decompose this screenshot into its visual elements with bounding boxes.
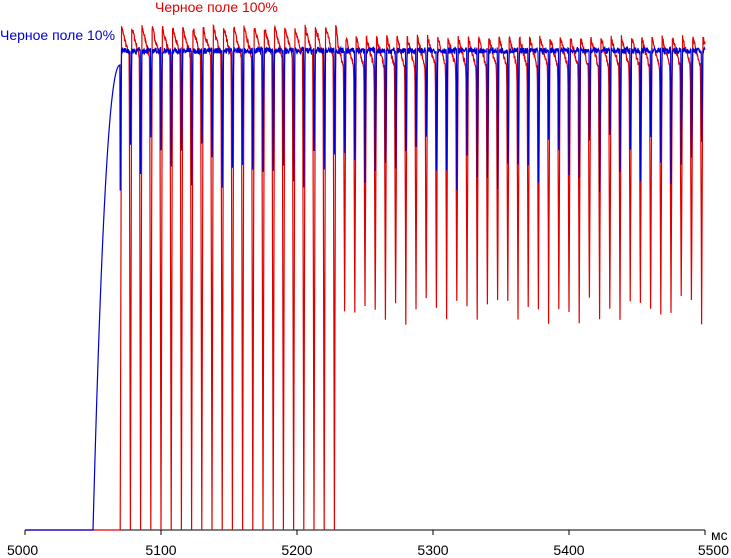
x-tick-label: 5200 <box>281 542 312 558</box>
x-tick-label: 5100 <box>145 542 176 558</box>
axes: 5000 5100 5200 5300 5400 5500 <box>7 529 729 558</box>
series-label-black-100: Черное поле 100% <box>155 0 278 15</box>
series-line-black-100 <box>25 23 706 531</box>
x-tick-label: 5500 <box>698 542 729 558</box>
x-tick-label: 5000 <box>7 542 38 558</box>
labels-layer: Черное поле 100% Черное поле 10% мс <box>0 0 728 543</box>
x-unit-label: мс <box>711 527 728 543</box>
series-layer <box>25 23 706 531</box>
series-label-black-10: Черное поле 10% <box>0 27 115 43</box>
x-tick-label: 5300 <box>417 542 448 558</box>
x-tick-label: 5400 <box>553 542 584 558</box>
series-line-black-10 <box>25 45 706 531</box>
